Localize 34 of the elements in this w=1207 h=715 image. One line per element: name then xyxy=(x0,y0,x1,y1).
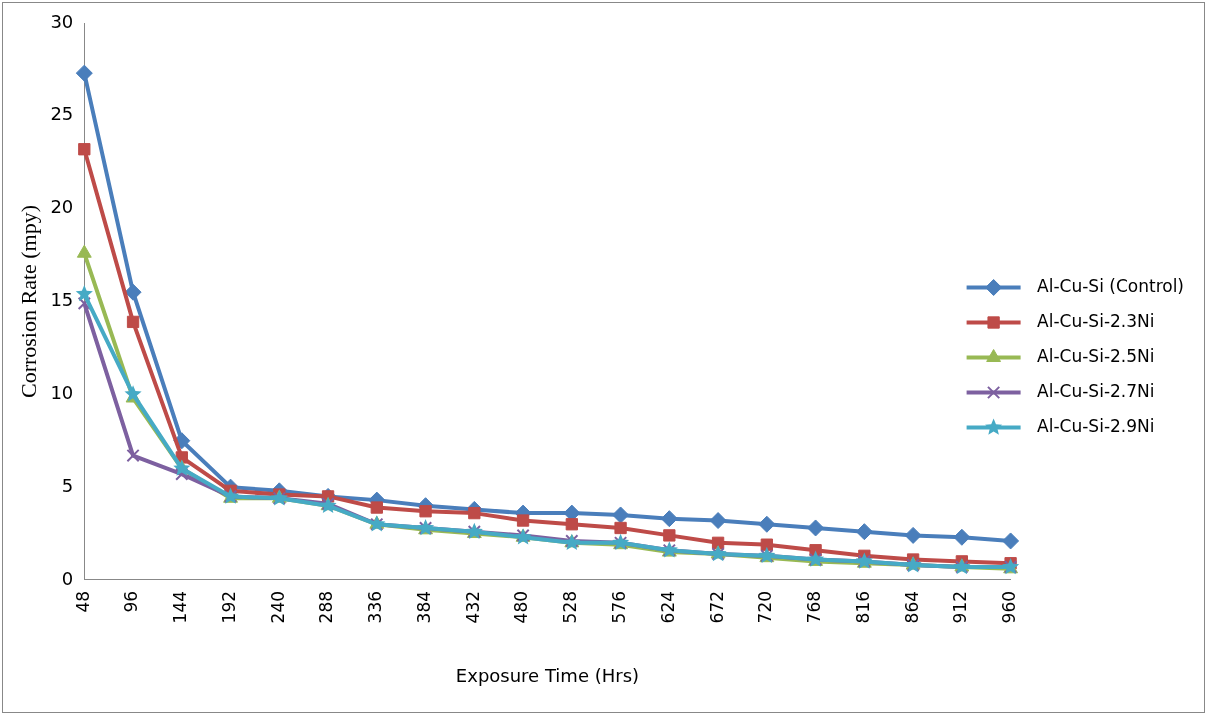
x-tick-label: 816 xyxy=(852,590,873,624)
x-tick-label: 336 xyxy=(365,590,386,624)
x-tick-label: 48 xyxy=(72,590,93,613)
y-tick-label: 20 xyxy=(50,196,74,218)
y-tick-label: 25 xyxy=(50,103,74,125)
x-tick-label: 432 xyxy=(462,590,483,624)
x-tick-label: 288 xyxy=(316,590,337,624)
y-tick-label: 30 xyxy=(50,10,74,32)
x-tick-label: 576 xyxy=(609,590,629,624)
legend-label: Al-Cu-Si-2.7Ni xyxy=(1037,380,1155,401)
x-tick-label: 528 xyxy=(560,590,581,624)
x-tick-label: 672 xyxy=(706,590,727,624)
x-tick-label: 768 xyxy=(804,590,825,624)
x-tick-label: 240 xyxy=(267,590,288,624)
y-tick-label: 15 xyxy=(50,289,74,311)
x-tick-label: 960 xyxy=(999,590,1020,624)
legend-label: Al-Cu-Si-2.9Ni xyxy=(1037,415,1155,436)
x-tick-label: 480 xyxy=(511,590,532,624)
y-tick-label: 5 xyxy=(61,474,74,496)
x-axis-title: Exposure Time (Hrs) xyxy=(455,664,640,686)
x-tick-label: 720 xyxy=(755,590,776,624)
x-tick-label: 96 xyxy=(121,590,142,613)
x-tick-label: 864 xyxy=(901,590,922,624)
y-tick-label: 0 xyxy=(61,567,74,589)
y-axis-title: Corrosion Rate (mpy) xyxy=(15,204,41,399)
y-tick-label: 10 xyxy=(50,381,74,403)
x-tick-label: 912 xyxy=(950,590,971,624)
x-tick-label: 144 xyxy=(170,590,191,624)
x-tick-label: 192 xyxy=(218,590,239,624)
legend-label: Al-Cu-Si-2.5Ni xyxy=(1037,345,1155,366)
legend-label: Al-Cu-Si-2.3Ni xyxy=(1037,310,1155,331)
x-tick-label: 384 xyxy=(413,590,434,624)
legend-label: Al-Cu-Si (Control) xyxy=(1037,275,1185,296)
x-tick-label: 624 xyxy=(657,590,678,624)
